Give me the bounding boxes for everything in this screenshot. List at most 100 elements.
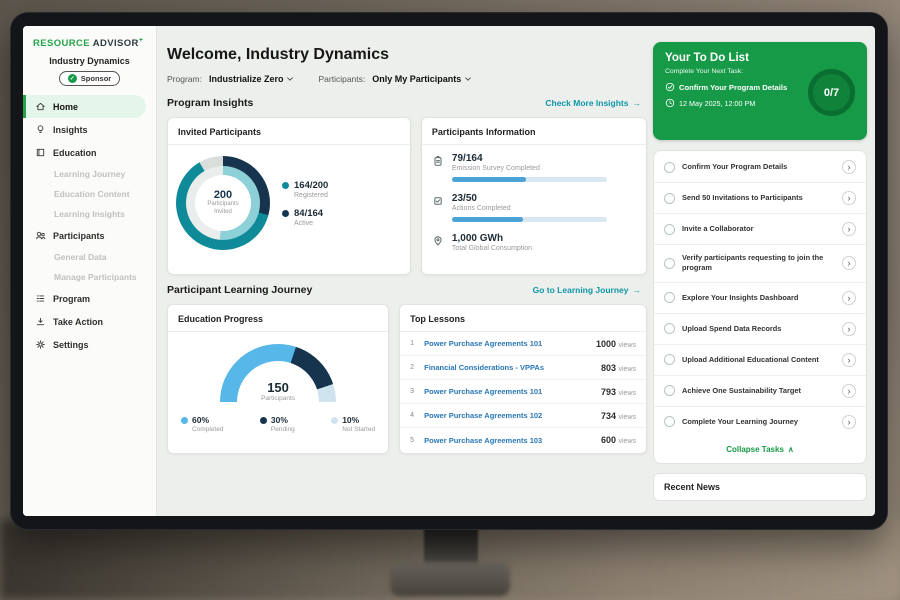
sidebar-item-participants[interactable]: Participants — [23, 224, 156, 247]
participants-select[interactable]: Only My Participants — [372, 74, 472, 84]
views-label: views — [618, 438, 636, 445]
lesson-row: 4 Power Purchase Agreements 102 734 view… — [400, 404, 646, 428]
recent-news-header[interactable]: Recent News — [653, 472, 867, 501]
task-checkbox[interactable] — [664, 292, 675, 304]
sidebar-item-insights[interactable]: Insights — [23, 118, 156, 141]
task-label: Upload Spend Data Records — [682, 323, 782, 333]
chevron-right-icon: › — [847, 323, 851, 334]
task-chevron-button[interactable]: › — [842, 414, 856, 429]
task-chevron-button[interactable]: › — [842, 352, 856, 367]
task-checkbox[interactable] — [664, 192, 675, 204]
lesson-views: 600 — [600, 435, 616, 445]
lesson-row: 3 Power Purchase Agreements 101 793 view… — [400, 380, 646, 404]
program-select[interactable]: Industrialize Zero — [209, 74, 295, 84]
lesson-row: 5 Power Purchase Agreements 103 600 view… — [400, 428, 646, 452]
program-filter-label: Program: — [167, 74, 202, 84]
task-checkbox[interactable] — [664, 161, 675, 173]
task-chevron-button[interactable]: › — [842, 290, 856, 305]
task-chevron-button[interactable]: › — [842, 321, 856, 336]
task-chevron-button[interactable]: › — [842, 191, 856, 205]
task-chevron-button[interactable]: › — [842, 256, 856, 271]
task-checkbox[interactable] — [664, 354, 675, 366]
lightbulb-icon — [37, 125, 44, 134]
todo-next-time: 12 May 2025, 12:00 PM — [665, 98, 855, 108]
gauge-center: 150 Participants — [220, 380, 336, 402]
lesson-link[interactable]: Financial Considerations - VPPAs — [424, 363, 544, 372]
task-item[interactable]: Achieve One Sustainability Target › — [654, 376, 866, 407]
lesson-views: 734 — [600, 410, 616, 421]
check-more-insights-link[interactable]: Check More Insights → — [545, 98, 641, 108]
gear-icon — [36, 340, 45, 349]
check-circle-icon — [665, 82, 675, 92]
gauge-legend: 60% Completed 30% Pending — [168, 402, 388, 433]
lesson-link[interactable]: Power Purchase Agreements 101 — [424, 339, 543, 348]
lesson-link[interactable]: Power Purchase Agreements 103 — [424, 435, 543, 445]
task-label: Verify participants requesting to join t… — [682, 253, 824, 273]
legend-dot-teal — [282, 181, 289, 189]
legend-label: Active — [294, 219, 314, 227]
sidebar-item-take-action[interactable]: Take Action — [23, 310, 156, 333]
views-label: views — [618, 413, 636, 421]
task-chevron-button[interactable]: › — [842, 160, 856, 174]
sidebar-item-general-data[interactable]: General Data — [54, 252, 107, 263]
sidebar-item-learning-insights[interactable]: Learning Insights — [54, 209, 125, 220]
collapse-tasks-link[interactable]: Collapse Tasks ∧ — [654, 437, 866, 462]
lesson-views: 1000 — [595, 338, 616, 349]
card-title: Participants Information — [421, 118, 646, 145]
lesson-link[interactable]: Power Purchase Agreements 102 — [424, 411, 543, 420]
views-label: views — [618, 365, 636, 373]
task-item[interactable]: Invite a Collaborator › — [654, 214, 866, 245]
go-to-learning-journey-link[interactable]: Go to Learning Journey → — [533, 285, 641, 295]
task-item[interactable]: Send 50 Invitations to Participants › — [654, 183, 866, 214]
chevron-right-icon: › — [847, 385, 851, 396]
logo-plus: + — [138, 37, 144, 44]
program-insights-header: Program Insights Check More Insights → — [167, 97, 641, 109]
sidebar-item-settings[interactable]: Settings — [23, 333, 156, 356]
lesson-link[interactable]: Power Purchase Agreements 101 — [424, 387, 543, 396]
chevron-up-icon: ∧ — [787, 444, 794, 454]
task-chevron-button[interactable]: › — [842, 222, 856, 236]
lesson-rank: 4 — [410, 412, 415, 419]
task-chevron-button[interactable]: › — [842, 383, 856, 398]
task-checkbox[interactable] — [664, 416, 675, 428]
task-label: Explore Your Insights Dashboard — [682, 292, 799, 302]
sidebar-item-manage-participants[interactable]: Manage Participants — [54, 272, 137, 283]
task-label: Upload Additional Educational Content — [682, 354, 819, 364]
task-label: Send 50 Invitations to Participants — [682, 192, 803, 202]
sponsor-badge[interactable]: ✓ Sponsor — [58, 71, 121, 87]
legend-item-pending: 30% Pending — [259, 415, 295, 433]
link-label: Check More Insights — [545, 98, 629, 108]
task-checkbox[interactable] — [664, 223, 675, 235]
sidebar-item-education-content[interactable]: Education Content — [54, 189, 130, 200]
task-item[interactable]: Confirm Your Program Details › — [654, 152, 866, 183]
stat-value: 23/50 — [451, 193, 477, 204]
sidebar-item-education[interactable]: Education — [23, 141, 156, 164]
task-checkbox[interactable] — [664, 385, 675, 397]
task-item[interactable]: Upload Additional Educational Content › — [654, 345, 866, 376]
stat-label: Total Global Consumption — [451, 245, 533, 252]
legend-dot-blue — [181, 417, 188, 424]
arrow-right-icon: → — [632, 285, 642, 295]
legend-value: 164/200 — [294, 179, 329, 191]
sidebar-item-program[interactable]: Program — [23, 287, 156, 310]
stat-label: Emission Survey Completed — [451, 165, 540, 172]
list-icon — [36, 295, 45, 302]
page-title: Welcome, Industry Dynamics — [167, 46, 389, 63]
task-checkbox[interactable] — [664, 257, 675, 269]
task-checkbox[interactable] — [664, 323, 675, 335]
sidebar-item-home[interactable]: Home — [23, 95, 146, 119]
stat-value: 79/164 — [451, 153, 483, 164]
lesson-views: 803 — [600, 362, 616, 373]
task-label: Invite a Collaborator — [682, 223, 754, 233]
card-title: Top Lessons — [400, 305, 646, 332]
card-title: Invited Participants — [168, 118, 410, 145]
task-item[interactable]: Verify participants requesting to join t… — [654, 245, 866, 283]
todo-next-task[interactable]: Confirm Your Program Details — [665, 82, 855, 92]
todo-subtitle: Complete Your Next Task: — [665, 68, 744, 75]
org-name: Industry Dynamics — [49, 56, 130, 67]
sidebar-item-learning-journey[interactable]: Learning Journey — [54, 169, 126, 180]
task-item[interactable]: Upload Spend Data Records › — [654, 314, 866, 345]
task-item[interactable]: Explore Your Insights Dashboard › — [654, 283, 866, 314]
task-label: Achieve One Sustainability Target — [682, 385, 801, 395]
task-item[interactable]: Complete Your Learning Journey › — [654, 407, 866, 437]
